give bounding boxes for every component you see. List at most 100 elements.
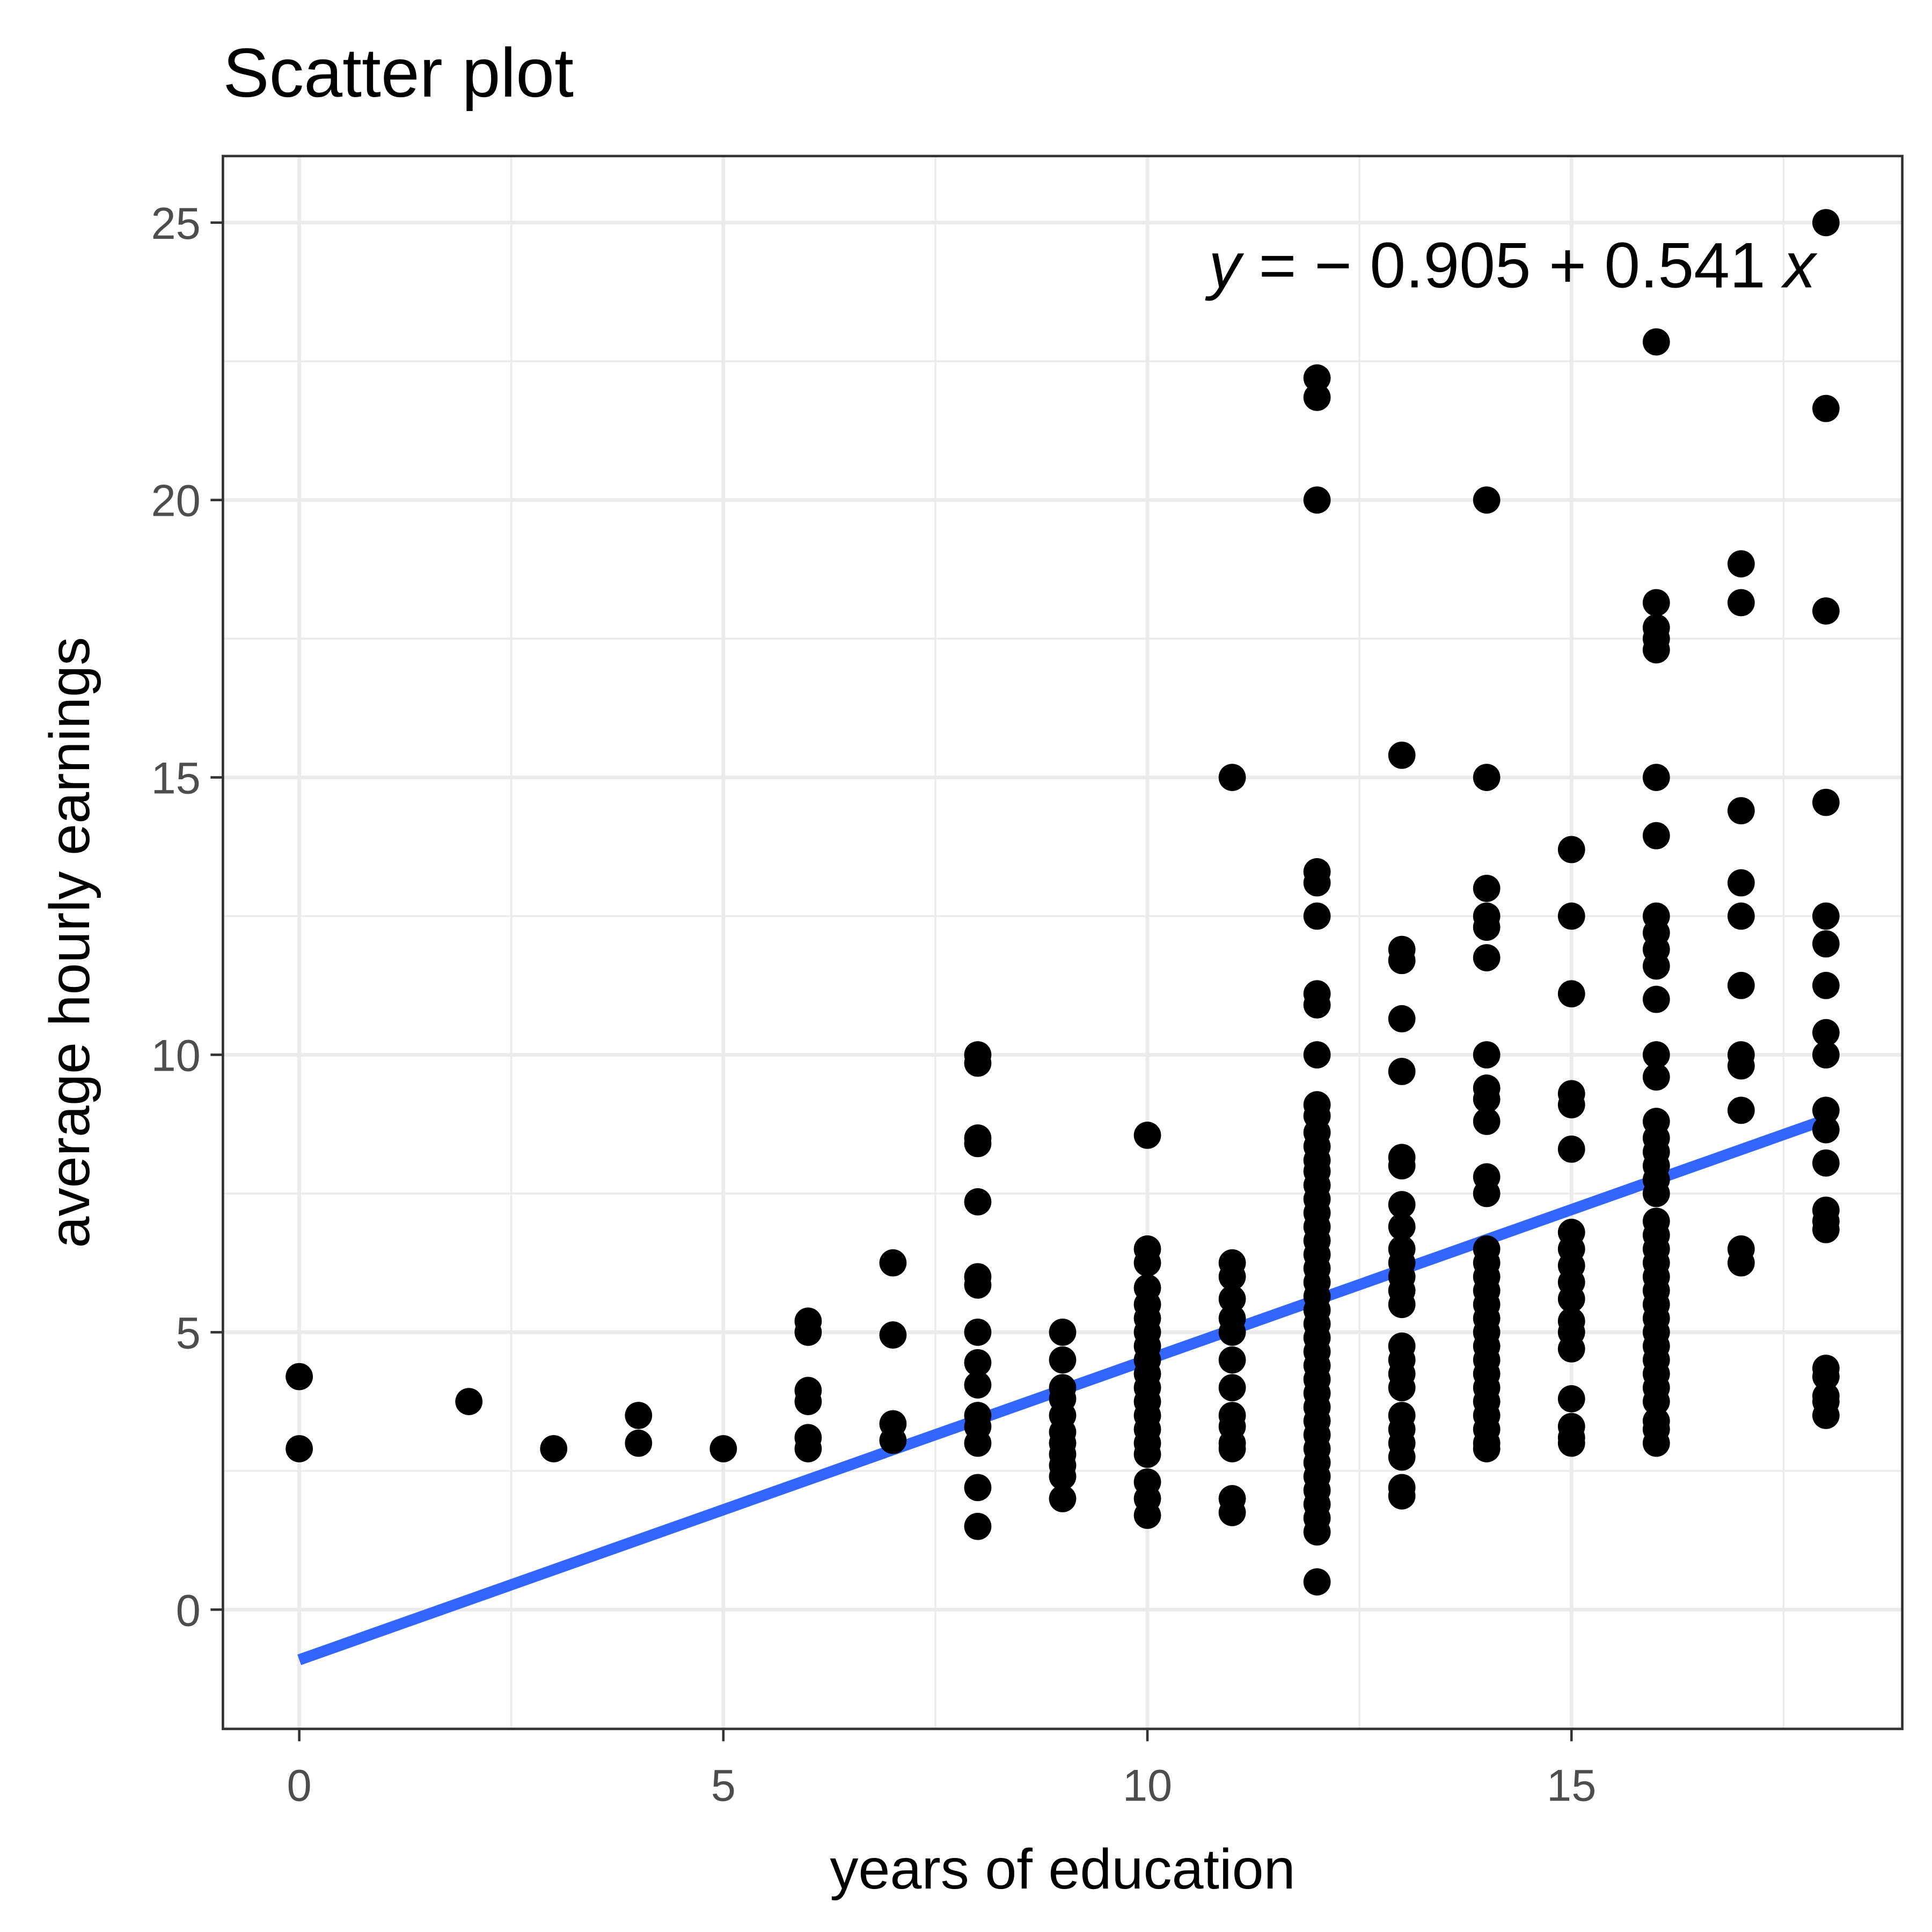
y-tick-label: 0 [176,1585,201,1635]
data-point [1049,1485,1077,1512]
data-point [1812,1363,1840,1391]
y-axis-title: average hourly earnings [38,637,101,1248]
data-point [1303,902,1331,930]
x-axis-ticks: 0 5 10 15 [287,1729,1596,1810]
y-tick-label: 10 [151,1030,200,1080]
data-point [1642,636,1670,664]
data-point [1133,1440,1161,1468]
data-point [964,1130,992,1158]
data-point [1642,589,1670,617]
data-point [1388,1443,1416,1471]
data-point [1812,1216,1840,1243]
data-point [1812,930,1840,958]
data-point [1133,1249,1161,1277]
data-point [1218,1346,1246,1374]
data-point [1812,902,1840,930]
data-point [1727,971,1755,999]
data-point [1473,874,1501,902]
data-point [1812,1402,1840,1429]
data-point [1727,902,1755,930]
data-point [964,1429,992,1457]
data-point [1727,550,1755,577]
data-point [879,1321,907,1349]
data-point [1557,836,1585,863]
data-point [1473,1435,1501,1462]
data-point [1642,1429,1670,1457]
chart-title: Scatter plot [223,34,574,112]
data-point [1133,1502,1161,1529]
data-point [1049,1346,1077,1374]
data-point [1642,985,1670,1013]
data-point [1388,1152,1416,1180]
data-point [1812,1096,1840,1124]
data-point [1218,1285,1246,1313]
data-point [625,1402,653,1429]
x-tick-label: 0 [287,1760,312,1810]
equation-body: = − 0.905 + 0.541 [1241,229,1783,301]
data-point [1557,1285,1585,1313]
data-point [1303,1041,1331,1069]
data-point [1727,1052,1755,1080]
data-point [1473,944,1501,971]
data-point [1642,1063,1670,1091]
data-point [1218,764,1246,791]
data-point [964,1512,992,1540]
data-point [1303,869,1331,897]
data-point [1727,589,1755,617]
data-point [1557,1429,1585,1457]
data-point [794,1319,822,1346]
data-point [1557,1385,1585,1413]
x-axis-title: years of education [830,1838,1295,1901]
y-axis-ticks: 0 5 10 15 20 25 [151,199,223,1635]
data-point [1049,1462,1077,1490]
data-point [1642,1388,1670,1415]
data-point [1557,1335,1585,1363]
data-point [964,1371,992,1399]
data-point [1388,1291,1416,1319]
data-point [1727,869,1755,897]
data-point [1812,971,1840,999]
data-point [964,1049,992,1077]
data-point [1133,1122,1161,1149]
y-tick-label: 15 [151,753,200,803]
data-point [1473,1041,1501,1069]
x-tick-label: 5 [711,1760,736,1810]
data-point [1727,797,1755,825]
data-point [964,1271,992,1299]
data-point [879,1426,907,1454]
data-point [625,1429,653,1457]
x-tick-label: 15 [1547,1760,1596,1810]
data-point [1812,394,1840,422]
data-point [1388,1058,1416,1085]
data-point [1642,952,1670,980]
data-point [455,1388,483,1415]
data-point [794,1435,822,1462]
data-point [1812,788,1840,816]
data-point [1303,1568,1331,1596]
data-point [1473,913,1501,941]
data-point [1388,1191,1416,1218]
data-point [1303,384,1331,411]
data-point [1727,1249,1755,1277]
data-point [1388,1482,1416,1510]
data-point [1388,1213,1416,1241]
data-point [1557,980,1585,1008]
data-point [1557,902,1585,930]
data-point [1218,1435,1246,1462]
data-point [964,1474,992,1502]
data-point [286,1363,313,1391]
data-point [1812,1019,1840,1046]
data-point [709,1435,737,1462]
data-point [1812,1041,1840,1069]
data-point [1388,741,1416,769]
data-point [540,1435,568,1462]
data-point [964,1349,992,1377]
data-point [1642,764,1670,791]
data-point [1218,1319,1246,1346]
data-point [1303,991,1331,1019]
data-point [1218,1498,1246,1526]
data-point [1642,328,1670,356]
data-point [1727,1096,1755,1124]
data-point [286,1435,313,1462]
plot-border [222,155,1904,1730]
